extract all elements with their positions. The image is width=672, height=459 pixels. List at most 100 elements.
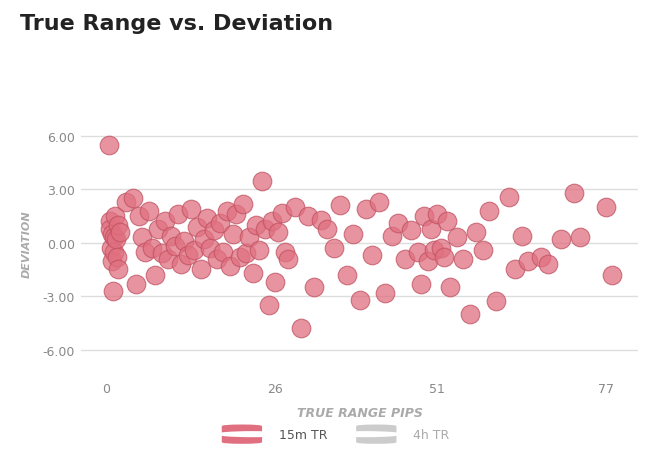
Point (157, 250, 167, 257)
Point (435, 245, 446, 252)
Point (503, 193, 514, 201)
Point (134, 213, 144, 220)
Circle shape (329, 431, 403, 437)
Point (169, 243, 180, 251)
Point (247, 270, 258, 277)
Point (484, 207, 495, 215)
Point (438, 254, 449, 261)
Point (111, 236, 122, 243)
Point (143, 207, 154, 215)
Point (477, 246, 488, 254)
Point (458, 256, 468, 263)
Point (104, 218, 115, 226)
Point (452, 234, 462, 241)
Point (112, 254, 122, 261)
Point (166, 233, 177, 240)
Point (163, 256, 173, 263)
Point (283, 256, 294, 263)
Point (267, 218, 278, 226)
Point (510, 266, 521, 274)
Point (234, 254, 245, 261)
Point (110, 213, 120, 220)
Point (146, 245, 157, 252)
Point (568, 190, 579, 197)
Point (386, 233, 397, 240)
Point (276, 209, 287, 217)
Point (179, 238, 190, 245)
Point (335, 202, 345, 210)
Point (108, 234, 119, 241)
Point (341, 272, 352, 279)
Point (251, 222, 261, 229)
Point (374, 199, 384, 206)
Point (212, 256, 222, 263)
Point (137, 234, 148, 241)
Point (196, 266, 206, 274)
Point (328, 245, 339, 252)
Point (445, 284, 456, 291)
Point (302, 213, 313, 220)
Point (176, 261, 187, 268)
Point (130, 280, 141, 288)
Point (416, 280, 427, 288)
Point (257, 178, 267, 185)
Point (192, 224, 203, 231)
Point (150, 272, 161, 279)
Point (237, 201, 248, 208)
Point (218, 248, 228, 256)
Point (280, 248, 290, 256)
Point (380, 289, 391, 297)
Text: 15m TR: 15m TR (279, 428, 327, 441)
Point (296, 325, 306, 332)
Point (406, 227, 417, 235)
Point (106, 257, 117, 265)
Point (112, 222, 123, 229)
Point (114, 229, 125, 236)
Point (442, 218, 452, 226)
Point (127, 195, 138, 202)
Point (185, 206, 196, 213)
Point (361, 206, 372, 213)
Point (413, 248, 423, 256)
Point (347, 231, 358, 238)
Point (308, 284, 319, 291)
Point (189, 246, 200, 254)
Point (108, 287, 118, 295)
Point (555, 236, 566, 243)
Point (241, 250, 251, 257)
Point (121, 199, 132, 206)
Point (432, 211, 443, 218)
Point (231, 211, 242, 218)
Point (228, 231, 239, 238)
Point (214, 220, 225, 227)
Y-axis label: DEVIATION: DEVIATION (22, 209, 32, 277)
Point (354, 297, 365, 304)
Point (202, 215, 212, 222)
Point (425, 225, 436, 233)
Point (429, 246, 439, 254)
Point (400, 256, 411, 263)
Point (153, 225, 164, 233)
Point (367, 252, 378, 259)
Point (106, 245, 116, 252)
Point (536, 254, 546, 261)
Point (263, 302, 274, 309)
Point (273, 229, 284, 236)
Point (105, 225, 116, 233)
Point (159, 218, 170, 226)
Point (393, 220, 404, 227)
X-axis label: TRUE RANGE PIPS: TRUE RANGE PIPS (296, 406, 423, 419)
Point (221, 207, 232, 215)
Point (260, 225, 271, 233)
Point (542, 261, 553, 268)
FancyBboxPatch shape (222, 425, 262, 444)
Point (607, 272, 618, 279)
Point (103, 142, 114, 149)
Point (419, 213, 430, 220)
Point (253, 246, 264, 254)
Point (289, 204, 300, 212)
Point (208, 227, 219, 235)
Point (107, 231, 118, 238)
Point (315, 217, 326, 224)
Point (173, 211, 183, 218)
